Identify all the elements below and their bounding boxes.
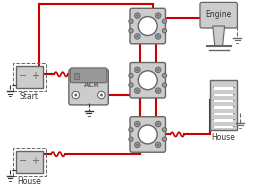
FancyBboxPatch shape <box>16 66 43 88</box>
Circle shape <box>98 91 105 99</box>
Circle shape <box>157 90 159 92</box>
Circle shape <box>155 121 161 127</box>
Text: +: + <box>31 156 39 166</box>
Circle shape <box>74 94 77 97</box>
Circle shape <box>157 69 159 71</box>
FancyBboxPatch shape <box>214 94 233 96</box>
Circle shape <box>155 34 161 39</box>
Circle shape <box>157 123 159 125</box>
Circle shape <box>72 91 79 99</box>
FancyBboxPatch shape <box>210 80 237 129</box>
Circle shape <box>155 13 161 18</box>
Circle shape <box>138 17 157 35</box>
Circle shape <box>157 15 159 17</box>
Circle shape <box>129 73 133 78</box>
FancyBboxPatch shape <box>130 117 165 152</box>
Circle shape <box>129 19 133 23</box>
Circle shape <box>162 128 167 132</box>
Circle shape <box>136 35 138 37</box>
FancyBboxPatch shape <box>69 69 108 105</box>
Circle shape <box>138 125 157 144</box>
Text: −: − <box>19 71 28 81</box>
FancyBboxPatch shape <box>74 73 79 79</box>
FancyBboxPatch shape <box>214 87 233 90</box>
Circle shape <box>135 142 140 148</box>
FancyBboxPatch shape <box>200 2 237 28</box>
Text: ACR: ACR <box>84 82 100 88</box>
Circle shape <box>155 67 161 73</box>
Circle shape <box>129 83 133 87</box>
Circle shape <box>157 144 159 146</box>
Circle shape <box>155 142 161 148</box>
Circle shape <box>136 144 138 146</box>
Circle shape <box>136 90 138 92</box>
Circle shape <box>129 128 133 132</box>
Circle shape <box>129 137 133 141</box>
FancyBboxPatch shape <box>70 68 107 83</box>
Circle shape <box>162 29 167 33</box>
Circle shape <box>157 35 159 37</box>
Circle shape <box>136 123 138 125</box>
Circle shape <box>155 88 161 93</box>
Text: −: − <box>19 156 28 166</box>
Circle shape <box>135 88 140 93</box>
Circle shape <box>135 67 140 73</box>
FancyBboxPatch shape <box>214 126 233 128</box>
Polygon shape <box>213 26 225 46</box>
FancyBboxPatch shape <box>16 151 43 173</box>
FancyBboxPatch shape <box>130 8 165 44</box>
FancyBboxPatch shape <box>214 106 233 109</box>
Circle shape <box>135 121 140 127</box>
Circle shape <box>136 69 138 71</box>
Text: House: House <box>212 134 236 143</box>
Circle shape <box>136 15 138 17</box>
Circle shape <box>162 137 167 141</box>
Circle shape <box>100 94 103 97</box>
Circle shape <box>135 34 140 39</box>
Text: +: + <box>31 71 39 81</box>
Text: Start: Start <box>20 92 39 101</box>
FancyBboxPatch shape <box>214 113 233 115</box>
Circle shape <box>129 29 133 33</box>
Circle shape <box>162 83 167 87</box>
FancyBboxPatch shape <box>130 63 165 98</box>
Text: Engine: Engine <box>206 10 232 19</box>
Circle shape <box>162 19 167 23</box>
Circle shape <box>135 13 140 18</box>
Text: House: House <box>18 177 41 186</box>
Circle shape <box>138 71 157 90</box>
FancyBboxPatch shape <box>214 100 233 102</box>
Circle shape <box>162 73 167 78</box>
FancyBboxPatch shape <box>214 119 233 122</box>
